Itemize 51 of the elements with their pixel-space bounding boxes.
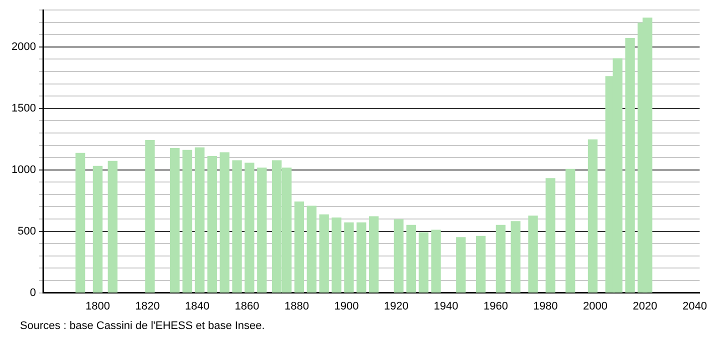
bar	[566, 168, 576, 293]
bar	[418, 232, 428, 293]
x-tick-label: 2020	[632, 300, 658, 312]
x-tick-label: 1880	[284, 300, 309, 312]
bar	[510, 221, 520, 293]
bar	[170, 148, 180, 293]
bar	[306, 206, 316, 293]
bar	[232, 160, 242, 293]
x-tick-label: 2000	[582, 300, 608, 312]
y-tick-label: 0	[30, 286, 36, 299]
bar	[75, 152, 86, 293]
bar	[319, 214, 329, 293]
x-tick-label: 1920	[384, 300, 408, 312]
bar	[220, 152, 230, 293]
bar	[145, 140, 155, 293]
bar	[588, 139, 598, 293]
bar	[294, 201, 304, 293]
x-tick-label: 1960	[483, 300, 508, 312]
x-tick-label: 2040	[682, 300, 707, 312]
bar	[257, 168, 267, 293]
x-tick-label: 1900	[334, 300, 359, 312]
bar	[92, 166, 103, 293]
bar	[194, 147, 205, 293]
x-tick-label: 1980	[533, 300, 558, 312]
bar	[244, 162, 254, 293]
bar	[496, 224, 506, 293]
y-tick-label: 2000	[12, 40, 36, 53]
bar	[625, 38, 635, 293]
x-tick-label: 1860	[234, 300, 260, 312]
bar	[369, 216, 379, 293]
bar	[182, 150, 192, 293]
y-tick-label: 1500	[12, 102, 36, 114]
bar	[456, 237, 466, 293]
bar	[546, 178, 556, 293]
bar	[406, 224, 416, 293]
y-tick-label: 1000	[12, 164, 36, 176]
bar	[528, 216, 538, 293]
bar	[332, 217, 342, 293]
source-note: Sources : base Cassini de l'EHESS et base Insee.	[20, 320, 265, 332]
bar	[344, 222, 354, 293]
bar	[356, 222, 366, 293]
x-tick-label: 1820	[135, 300, 160, 312]
bar	[108, 160, 118, 293]
bar	[207, 156, 217, 293]
bar	[431, 230, 441, 293]
bar	[476, 236, 486, 293]
x-tick-label: 1800	[85, 300, 110, 312]
bar	[394, 219, 404, 293]
x-tick-label: 1940	[434, 300, 458, 312]
y-tick-label: 500	[18, 225, 36, 238]
x-tick-label: 1840	[184, 300, 210, 312]
